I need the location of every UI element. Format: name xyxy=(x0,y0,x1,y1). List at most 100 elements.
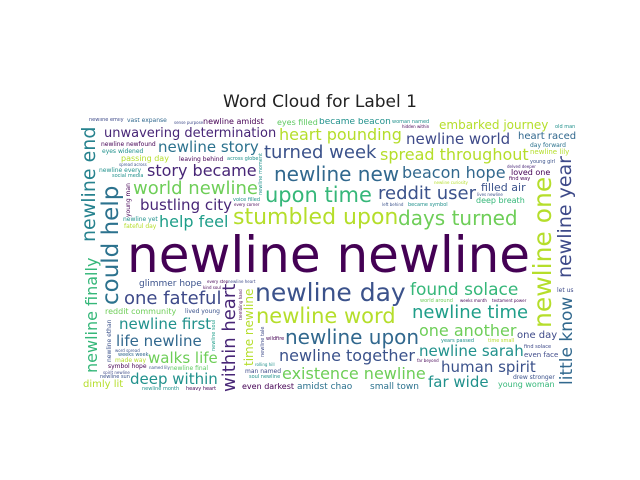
cloud-word: became beacon xyxy=(319,118,391,127)
cloud-word: newline ethan xyxy=(106,319,113,362)
cloud-word: glimmer hope xyxy=(139,279,202,289)
cloud-word: found solace xyxy=(410,280,519,300)
cloud-word: heavy heart xyxy=(186,386,217,392)
cloud-word: newline curiosity xyxy=(434,180,468,185)
cloud-word: fateful day xyxy=(124,223,157,230)
cloud-word: could help xyxy=(98,185,124,305)
cloud-word: newline heart xyxy=(228,279,256,284)
cloud-word: embarked journey xyxy=(439,118,549,132)
cloud-word: newline moment xyxy=(258,153,264,195)
cloud-word: spread across xyxy=(119,162,147,167)
cloud-word: human spirit xyxy=(441,358,536,376)
cloud-word: trembling hand xyxy=(238,289,243,320)
cloud-word: newline upon xyxy=(285,325,420,349)
word-cloud: newline newline newline day newline one cou… xyxy=(80,118,576,392)
cloud-word: newline time xyxy=(412,302,529,323)
cloud-word: find way xyxy=(509,176,531,182)
cloud-word: soul newline xyxy=(249,374,281,380)
cloud-word: hidden within xyxy=(402,124,430,129)
cloud-word: newline world xyxy=(406,130,511,148)
cloud-word: newline day xyxy=(255,278,406,307)
cloud-word: newline yet xyxy=(123,216,158,223)
cloud-word: voice filled xyxy=(233,197,260,203)
cloud-word: time newline xyxy=(242,288,256,366)
cloud-word: leaving behind xyxy=(179,156,224,163)
cloud-word: deep within xyxy=(130,370,218,388)
cloud-word: newline end xyxy=(80,126,100,242)
cloud-word: newline lily xyxy=(530,148,570,156)
cloud-word: man named xyxy=(245,368,282,375)
cloud-word: newline amidst xyxy=(203,118,264,126)
cloud-word: word spread xyxy=(115,348,140,353)
cloud-word: testament power xyxy=(492,298,527,303)
cloud-word: old man xyxy=(555,124,576,130)
cloud-word: newline finally xyxy=(82,257,101,373)
cloud-word: became symbol xyxy=(408,202,448,208)
cloud-word: days turned xyxy=(398,206,518,230)
cloud-word: stumbled upon xyxy=(233,205,399,230)
cloud-word: spirit newline xyxy=(103,370,130,375)
cloud-word: one another xyxy=(419,321,517,340)
cloud-word: eyes widened xyxy=(102,148,144,155)
cloud-word: world newline xyxy=(133,178,258,199)
cloud-word: far wide xyxy=(428,373,489,391)
cloud-word: even darkest xyxy=(242,382,295,391)
cloud-word: left behind xyxy=(382,202,404,207)
cloud-word: young man xyxy=(125,183,132,217)
cloud-word: newline newfound xyxy=(101,141,156,148)
cloud-word: upon time xyxy=(265,183,372,207)
cloud-word: eyes filled xyxy=(277,118,318,127)
cloud-word: reddit community xyxy=(105,307,177,316)
cloud-word: loved one xyxy=(511,168,551,177)
cloud-word: years passed xyxy=(441,338,475,344)
cloud-word: made way xyxy=(115,357,147,364)
cloud-word: little know xyxy=(557,296,576,385)
cloud-word: newline sun xyxy=(100,374,130,380)
cloud-word: life newline xyxy=(116,332,202,350)
cloud-word: even face xyxy=(524,351,559,359)
cloud-word: time small xyxy=(488,338,515,344)
cloud-word: weeks month xyxy=(460,298,487,303)
cloud-word: day forward xyxy=(530,142,566,149)
cloud-word: newline together xyxy=(279,346,415,365)
cloud-word: symbol hope xyxy=(108,363,147,370)
cloud-word: newline final xyxy=(170,365,209,372)
cloud-word: drew stronger xyxy=(513,374,555,381)
cloud-word: kind soul xyxy=(203,285,221,290)
cloud-word: young woman xyxy=(498,380,555,389)
cloud-word: newline story xyxy=(158,138,259,156)
cloud-word: social media xyxy=(112,173,144,179)
cloud-word: small town xyxy=(370,382,419,392)
cloud-word: newline year xyxy=(554,156,576,278)
cloud-word: deep breath xyxy=(476,196,525,205)
cloud-word: one fateful xyxy=(124,288,222,309)
cloud-word: passing day xyxy=(121,154,169,163)
cloud-word: heart pounding xyxy=(279,125,402,144)
cloud-word: delved deeper xyxy=(507,164,536,169)
cloud-word: every corner xyxy=(234,202,260,207)
cloud-word: bustling city xyxy=(140,196,233,214)
cloud-word: newline every xyxy=(99,167,142,174)
cloud-word: newline word xyxy=(256,304,396,328)
cloud-word: within heart xyxy=(219,283,240,392)
cloud-word: newline first xyxy=(119,315,212,333)
cloud-word: turned week xyxy=(264,142,377,163)
cloud-word: sense purpose xyxy=(174,120,204,125)
cloud-word: story became xyxy=(147,161,257,180)
cloud-word: let us xyxy=(557,287,574,294)
cloud-word: named lily xyxy=(149,365,170,370)
cloud-word: amidst chao xyxy=(297,382,353,392)
cloud-word: newline emily xyxy=(89,118,124,123)
cloud-word: newline sarah xyxy=(419,342,524,360)
cloud-word: newline newline xyxy=(127,226,531,284)
cloud-word: woman named xyxy=(392,119,430,125)
cloud-word: unwavering determination xyxy=(104,126,277,141)
cloud-word: young girl xyxy=(530,159,556,165)
cloud-word: existence newline xyxy=(282,364,426,383)
cloud-word: heart raced xyxy=(518,131,576,142)
cloud-word: filled air xyxy=(481,181,526,194)
cloud-word: walks life xyxy=(148,349,218,367)
cloud-word: find solace xyxy=(524,344,552,350)
cloud-word: reddit user xyxy=(378,183,476,204)
cloud-word: rolling hill xyxy=(255,362,275,367)
